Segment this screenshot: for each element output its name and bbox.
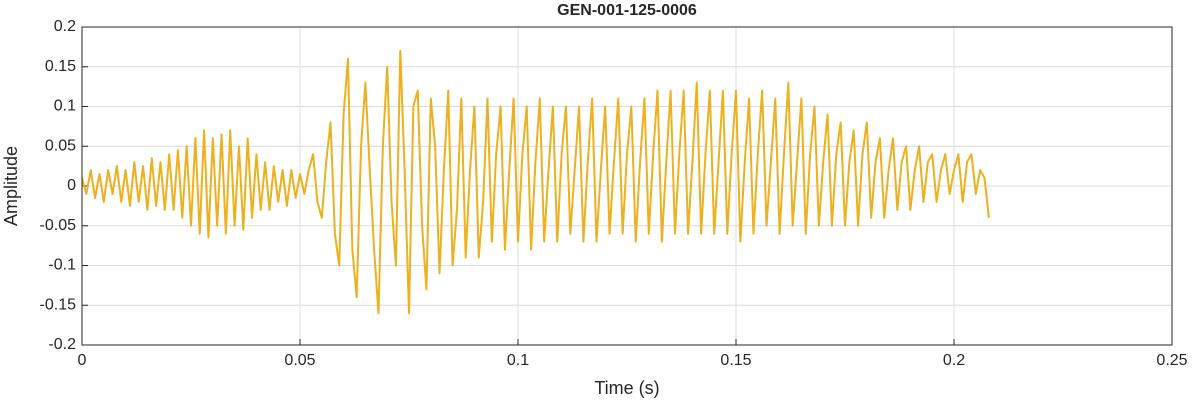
- y-tick-label: -0.1: [48, 257, 76, 274]
- x-axis-label: Time (s): [594, 378, 659, 398]
- y-tick-label: 0.15: [45, 58, 76, 75]
- y-tick-label: -0.2: [48, 336, 76, 353]
- axes-box: [81, 26, 1173, 346]
- x-tick-label: 0.05: [284, 352, 315, 369]
- chart-title: GEN-001-125-0006: [557, 2, 697, 19]
- waveform-line: [81, 49, 990, 315]
- y-tick-label: 0.1: [54, 98, 76, 115]
- y-tick-label: -0.15: [40, 296, 77, 313]
- x-tick-label: 0.1: [507, 352, 529, 369]
- y-tick-label: 0.05: [45, 137, 76, 154]
- x-tick-label: 0.2: [943, 352, 965, 369]
- y-tick-label: 0.2: [54, 18, 76, 35]
- y-axis-label: Amplitude: [1, 146, 21, 226]
- y-tick-label: -0.05: [40, 217, 77, 234]
- y-tick-label: 0: [67, 177, 76, 194]
- x-tick-label: 0.15: [720, 352, 751, 369]
- x-tick-label: 0.25: [1156, 352, 1187, 369]
- x-tick-label: 0: [78, 352, 87, 369]
